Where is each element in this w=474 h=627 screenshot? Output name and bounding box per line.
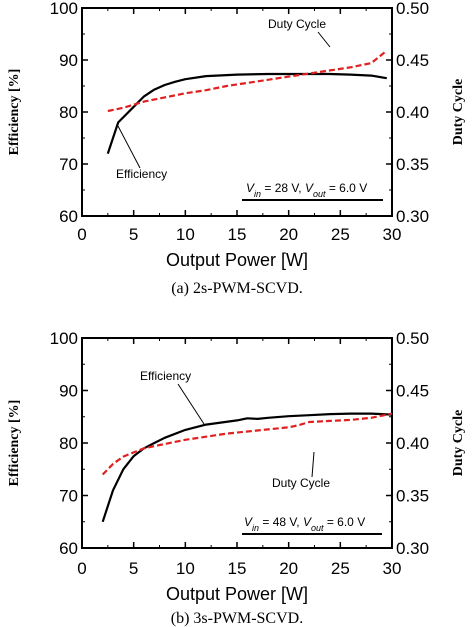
annotation-duty-cycle: Duty Cycle bbox=[268, 17, 326, 31]
condition-part: out bbox=[313, 189, 326, 199]
x-tick-label: 15 bbox=[228, 559, 247, 578]
y-left-tick-label: 70 bbox=[59, 487, 78, 506]
condition-label: Vin = 28 V, Vout = 6.0 V bbox=[246, 181, 367, 199]
condition-part: = 6.0 V bbox=[324, 515, 366, 529]
annotation-leader bbox=[311, 451, 315, 478]
annotation-duty-cycle: Duty Cycle bbox=[272, 476, 330, 490]
x-tick-label: 10 bbox=[176, 225, 195, 244]
annotation-leader bbox=[317, 31, 331, 48]
y-right-tick-label: 0.35 bbox=[396, 487, 429, 506]
condition-part: V bbox=[246, 181, 255, 195]
condition-part: in bbox=[254, 189, 261, 199]
y-left-tick-label: 90 bbox=[59, 382, 78, 401]
series-efficiency-line bbox=[101, 412, 393, 523]
condition-part: = 6.0 V bbox=[326, 181, 368, 195]
condition-part: V bbox=[244, 515, 253, 529]
panel-caption: (b) 3s-PWM-SCVD. bbox=[171, 610, 303, 627]
x-tick-label: 15 bbox=[228, 225, 247, 244]
y-right-axis-label: Duty Cycle bbox=[451, 79, 466, 146]
x-tick-label: 25 bbox=[331, 225, 350, 244]
y-left-axis-label: Efficiency [%] bbox=[7, 400, 22, 487]
y-left-tick-label: 80 bbox=[59, 434, 78, 453]
y-right-tick-label: 0.30 bbox=[396, 539, 429, 558]
annotation-leader bbox=[177, 383, 205, 425]
x-tick-label: 25 bbox=[331, 559, 350, 578]
y-left-tick-label: 100 bbox=[50, 0, 78, 18]
y-right-tick-label: 0.35 bbox=[396, 155, 429, 174]
x-tick-label: 30 bbox=[383, 559, 402, 578]
y-right-tick-label: 0.40 bbox=[396, 103, 429, 122]
chart-panel-a: 0 5 10 15 20 25 30 60 70 80 90 100 0.30 0.35 0.40 0.45 0… bbox=[7, 0, 466, 297]
annotation-leader bbox=[117, 125, 141, 169]
chart-panel-b: 0 5 10 15 20 25 30 60 70 80 90 100 0.30 0.35 0.40 0.45 0… bbox=[7, 329, 466, 627]
x-tick-label: 20 bbox=[279, 559, 298, 578]
condition-label: Vin = 48 V, Vout = 6.0 V bbox=[244, 515, 365, 533]
x-tick-label: 30 bbox=[383, 225, 402, 244]
condition-part: in bbox=[252, 523, 259, 533]
x-tick-label: 10 bbox=[176, 559, 195, 578]
condition-part: = 48 V, bbox=[259, 515, 303, 529]
x-tick-label: 0 bbox=[77, 225, 86, 244]
y-left-tick-label: 60 bbox=[59, 539, 78, 558]
x-tick-label: 5 bbox=[129, 225, 138, 244]
x-axis-label: Output Power [W] bbox=[166, 250, 308, 270]
annotation-efficiency: Efficiency bbox=[116, 167, 167, 181]
y-left-axis-label: Efficiency [%] bbox=[7, 69, 22, 156]
x-tick-label: 5 bbox=[129, 559, 138, 578]
y-left-tick-label: 100 bbox=[50, 329, 78, 348]
condition-part: V bbox=[303, 515, 312, 529]
x-tick-label: 20 bbox=[279, 225, 298, 244]
x-tick-label: 0 bbox=[77, 559, 86, 578]
panel-caption: (a) 2s-PWM-SCVD. bbox=[171, 280, 303, 297]
x-axis-label: Output Power [W] bbox=[166, 584, 308, 604]
series-duty-cycle-line bbox=[101, 412, 393, 476]
y-left-tick-label: 90 bbox=[59, 51, 78, 70]
condition-part: out bbox=[311, 523, 324, 533]
y-right-tick-label: 0.40 bbox=[396, 434, 429, 453]
y-right-axis-label: Duty Cycle bbox=[451, 410, 466, 477]
condition-part: V bbox=[305, 181, 314, 195]
y-left-tick-label: 70 bbox=[59, 155, 78, 174]
y-right-tick-label: 0.45 bbox=[396, 382, 429, 401]
y-left-tick-label: 80 bbox=[59, 103, 78, 122]
series-efficiency-line bbox=[106, 72, 387, 154]
y-right-tick-label: 0.50 bbox=[396, 329, 429, 348]
annotation-efficiency: Efficiency bbox=[140, 369, 191, 383]
y-right-tick-label: 0.50 bbox=[396, 0, 429, 18]
y-right-tick-label: 0.30 bbox=[396, 207, 429, 226]
y-left-tick-label: 60 bbox=[59, 207, 78, 226]
condition-part: = 28 V, bbox=[261, 181, 305, 195]
series-duty-cycle-line bbox=[107, 49, 388, 113]
y-right-tick-label: 0.45 bbox=[396, 51, 429, 70]
